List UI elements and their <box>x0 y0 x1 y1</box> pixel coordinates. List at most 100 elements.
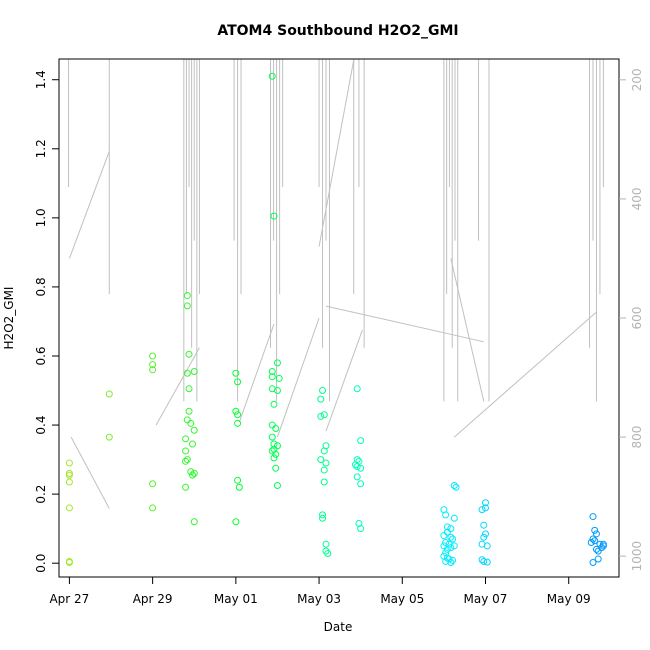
data-point <box>234 378 242 386</box>
data-point <box>319 514 327 522</box>
x-tick-label: May 09 <box>547 592 591 606</box>
flight-track-connector <box>238 323 275 423</box>
data-point <box>442 511 450 519</box>
x-tick-label: May 07 <box>464 592 508 606</box>
data-point <box>270 212 278 220</box>
data-point <box>478 506 486 514</box>
y-tick-label: 1.4 <box>34 70 48 89</box>
data-point <box>449 535 457 543</box>
data-point <box>185 385 193 393</box>
y2-tick-label: 800 <box>630 426 644 449</box>
x-tick-label: May 05 <box>380 592 424 606</box>
data-point-layer <box>65 72 607 566</box>
data-point <box>185 350 193 358</box>
data-point <box>450 481 458 489</box>
data-point <box>592 545 600 553</box>
data-point <box>270 440 278 448</box>
data-point <box>443 545 451 553</box>
y-tick-label: 0.2 <box>34 485 48 504</box>
data-point <box>268 72 276 80</box>
data-point <box>483 558 491 566</box>
data-point <box>182 483 190 491</box>
data-point <box>357 437 365 445</box>
data-point <box>447 544 455 552</box>
data-point <box>234 411 242 419</box>
y-tick-label: 0.8 <box>34 277 48 296</box>
x-axis: Apr 27 Apr 29 May 01 May 03 May 05 May 07 May … <box>49 577 591 606</box>
data-point <box>592 530 600 538</box>
data-point <box>183 369 191 377</box>
data-point <box>268 368 276 376</box>
y-tick-label: 1.0 <box>34 208 48 227</box>
data-point <box>589 558 597 566</box>
data-point <box>587 538 595 546</box>
data-point <box>322 459 330 467</box>
data-point <box>272 425 280 433</box>
y-tick-label: 0.0 <box>34 554 48 573</box>
data-point <box>322 540 330 548</box>
data-point <box>447 533 455 541</box>
data-point <box>187 468 195 476</box>
data-point <box>273 481 281 489</box>
data-point <box>442 538 450 546</box>
y-tick-label: 0.6 <box>34 346 48 365</box>
data-point <box>190 518 198 526</box>
data-point <box>149 361 157 369</box>
data-point <box>351 461 359 469</box>
flight-track-layer <box>68 59 604 509</box>
y-tick-label: 1.2 <box>34 139 48 158</box>
data-point <box>442 557 450 565</box>
data-point <box>234 419 242 427</box>
data-point <box>443 523 451 531</box>
data-point <box>594 555 602 563</box>
data-point <box>440 532 448 540</box>
data-point <box>589 535 597 543</box>
data-point <box>105 433 113 441</box>
data-point <box>232 407 240 415</box>
data-point <box>190 469 198 477</box>
data-point <box>268 373 276 381</box>
data-point <box>185 407 193 415</box>
x-tick-label: Apr 27 <box>49 592 89 606</box>
data-point <box>65 459 73 467</box>
data-point <box>182 447 190 455</box>
y-axis: 0.0 0.2 0.4 0.6 0.8 1.0 1.2 1.4 <box>34 70 59 573</box>
data-point <box>482 499 490 507</box>
y2-tick-label: 200 <box>630 68 644 91</box>
data-point <box>65 478 73 486</box>
data-point <box>320 411 328 419</box>
data-point <box>182 457 190 465</box>
data-point <box>449 556 457 564</box>
data-point <box>482 530 490 538</box>
flight-track-connector <box>155 347 200 426</box>
data-point <box>353 385 361 393</box>
flight-track-connector <box>325 329 363 432</box>
data-point <box>591 526 599 534</box>
data-point <box>272 464 280 472</box>
data-point <box>188 471 196 479</box>
flight-track-connector <box>325 305 484 343</box>
data-point <box>482 504 490 512</box>
data-point <box>591 537 599 545</box>
y2-tick-label: 1000 <box>630 541 644 572</box>
data-point <box>270 400 278 408</box>
data-point <box>272 450 280 458</box>
x-tick-label: May 01 <box>214 592 258 606</box>
x-tick-label: May 03 <box>297 592 341 606</box>
data-point <box>483 542 491 550</box>
data-point <box>480 521 488 529</box>
data-point <box>317 456 325 464</box>
flight-track-connector <box>68 151 110 259</box>
flight-track-connector <box>70 436 110 509</box>
data-point <box>183 302 191 310</box>
data-point <box>149 366 157 374</box>
x-axis-label: Date <box>324 620 353 634</box>
data-point <box>445 555 453 563</box>
data-point <box>182 435 190 443</box>
data-point <box>65 558 73 566</box>
data-point <box>275 374 283 382</box>
data-point <box>232 518 240 526</box>
data-point <box>353 473 361 481</box>
y2-tick-label: 400 <box>630 187 644 210</box>
data-point <box>357 525 365 533</box>
